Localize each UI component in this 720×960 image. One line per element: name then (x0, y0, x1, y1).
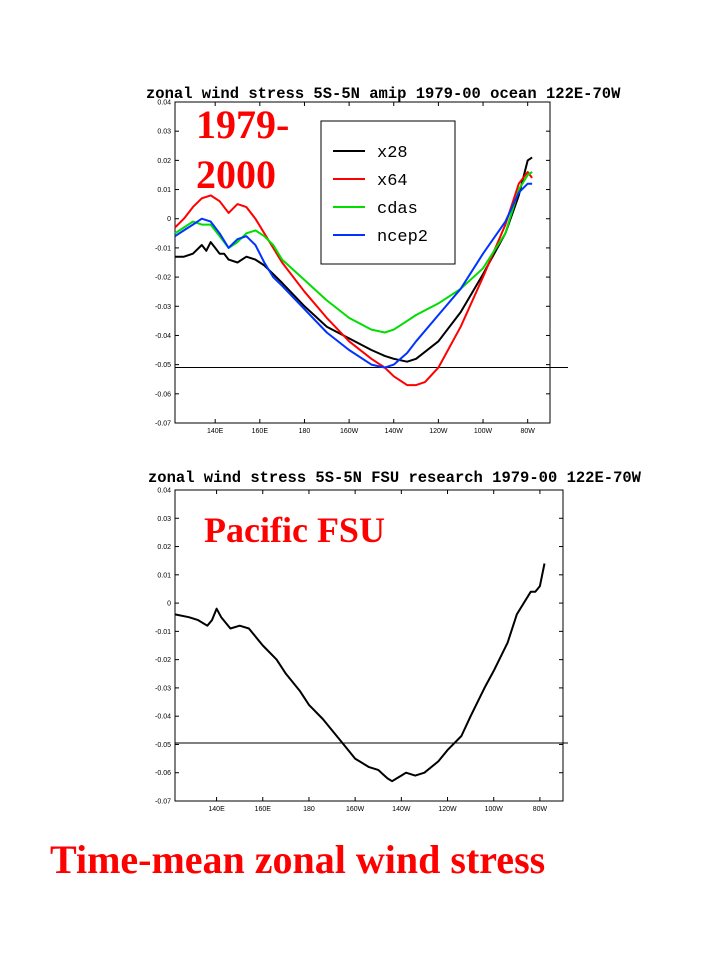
x-tick-label: 160W (340, 428, 359, 435)
y-tick-label: 0.04 (157, 100, 171, 107)
y-tick-label: 0.03 (157, 129, 171, 136)
legend-box (320, 120, 456, 265)
y-tick-label: 0 (167, 216, 171, 223)
x-tick-label: 80W (533, 806, 548, 813)
x-tick-label: 180 (303, 806, 315, 813)
y-tick-label: 0.01 (157, 572, 171, 579)
x-tick-label: 180 (299, 428, 311, 435)
x-tick-label: 80W (520, 428, 535, 435)
y-tick-label: -0.06 (155, 770, 171, 777)
x-tick-label: 160E (255, 806, 272, 813)
legend-label-cdas: cdas (377, 200, 418, 219)
chart-title: zonal wind stress 5S-5N amip 1979-00 oce… (146, 85, 621, 103)
x-tick-label: 160W (346, 806, 365, 813)
x-tick-label: 140W (392, 806, 411, 813)
x-tick-label: 140E (208, 806, 225, 813)
y-tick-label: -0.01 (155, 245, 171, 252)
y-tick-label: -0.07 (155, 799, 171, 806)
x-tick-label: 120W (438, 806, 457, 813)
x-tick-label: 140E (207, 428, 224, 435)
x-tick-label: 120W (429, 428, 448, 435)
legend-label-x64: x64 (377, 172, 408, 191)
plot-frame (174, 489, 564, 802)
y-tick-label: 0 (167, 601, 171, 608)
x-tick-label: 100W (474, 428, 493, 435)
y-tick-label: 0.04 (157, 488, 171, 495)
plot-frame (174, 101, 551, 424)
legend-label-ncep2: ncep2 (377, 228, 428, 247)
y-tick-label: 0.02 (157, 158, 171, 165)
fsu-chart: zonal wind stress 5S-5N FSU research 197… (148, 469, 642, 813)
years-annotation: 1979- 2000 (196, 102, 290, 197)
y-tick-label: -0.02 (155, 657, 171, 664)
legend-label-x28: x28 (377, 144, 408, 163)
x-tick-label: 160E (252, 428, 269, 435)
y-tick-label: -0.07 (155, 421, 171, 428)
y-tick-label: 0.02 (157, 544, 171, 551)
x-tick-label: 140W (385, 428, 404, 435)
pacific-fsu-annotation: Pacific FSU (204, 510, 385, 550)
slide-caption: Time-mean zonal wind stress (50, 837, 546, 882)
x-tick-label: 100W (485, 806, 504, 813)
amip-chart: zonal wind stress 5S-5N amip 1979-00 oce… (146, 85, 621, 435)
series-line-fsu (174, 563, 546, 783)
series-line-cdas (174, 171, 533, 334)
y-tick-label: -0.06 (155, 391, 171, 398)
chart-title: zonal wind stress 5S-5N FSU research 197… (148, 469, 642, 487)
y-tick-label: -0.02 (155, 275, 171, 282)
y-tick-label: -0.01 (155, 629, 171, 636)
y-tick-label: -0.03 (155, 685, 171, 692)
y-tick-label: -0.05 (155, 742, 171, 749)
y-tick-label: -0.04 (155, 714, 171, 721)
y-tick-label: 0.01 (157, 187, 171, 194)
series-line-ncep2 (174, 182, 533, 369)
y-tick-label: -0.03 (155, 304, 171, 311)
series-line-x28 (175, 156, 533, 363)
y-tick-label: -0.05 (155, 362, 171, 369)
y-tick-label: 0.03 (157, 516, 171, 523)
series-line-x64 (174, 171, 533, 387)
y-tick-label: -0.04 (155, 333, 171, 340)
